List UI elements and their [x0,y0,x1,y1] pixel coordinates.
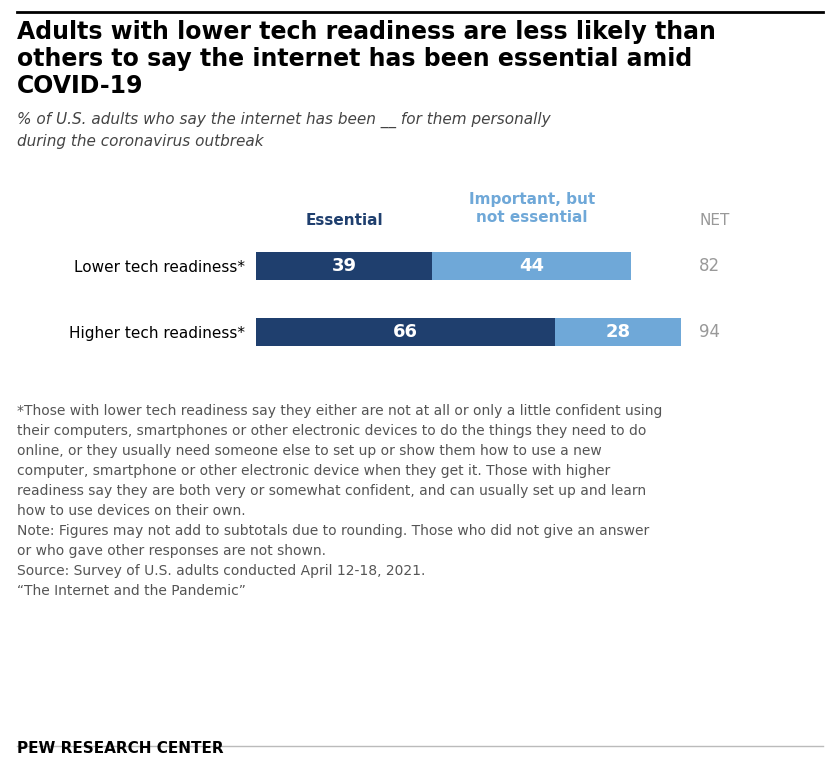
Text: Adults with lower tech readiness are less likely than: Adults with lower tech readiness are les… [17,20,716,44]
Text: 94: 94 [699,323,720,341]
Bar [256,252,433,280]
Text: COVID-19: COVID-19 [17,74,144,99]
Text: 66: 66 [393,323,417,341]
Text: PEW RESEARCH CENTER: PEW RESEARCH CENTER [17,741,223,756]
Text: 44: 44 [519,257,544,275]
Text: *Those with lower tech readiness say they either are not at all or only a little: *Those with lower tech readiness say the… [17,404,662,598]
Bar [256,318,554,346]
Text: 28: 28 [606,323,630,341]
Text: others to say the internet has been essential amid: others to say the internet has been esse… [17,47,692,71]
Text: Important, but
not essential: Important, but not essential [469,192,595,226]
Bar [433,252,632,280]
Bar [554,318,681,346]
Text: NET: NET [699,213,729,228]
Text: 39: 39 [332,257,357,275]
Text: Essential: Essential [306,213,383,228]
Text: % of U.S. adults who say the internet has been __ for them personally
during the: % of U.S. adults who say the internet ha… [17,111,550,148]
Text: 82: 82 [699,257,720,275]
